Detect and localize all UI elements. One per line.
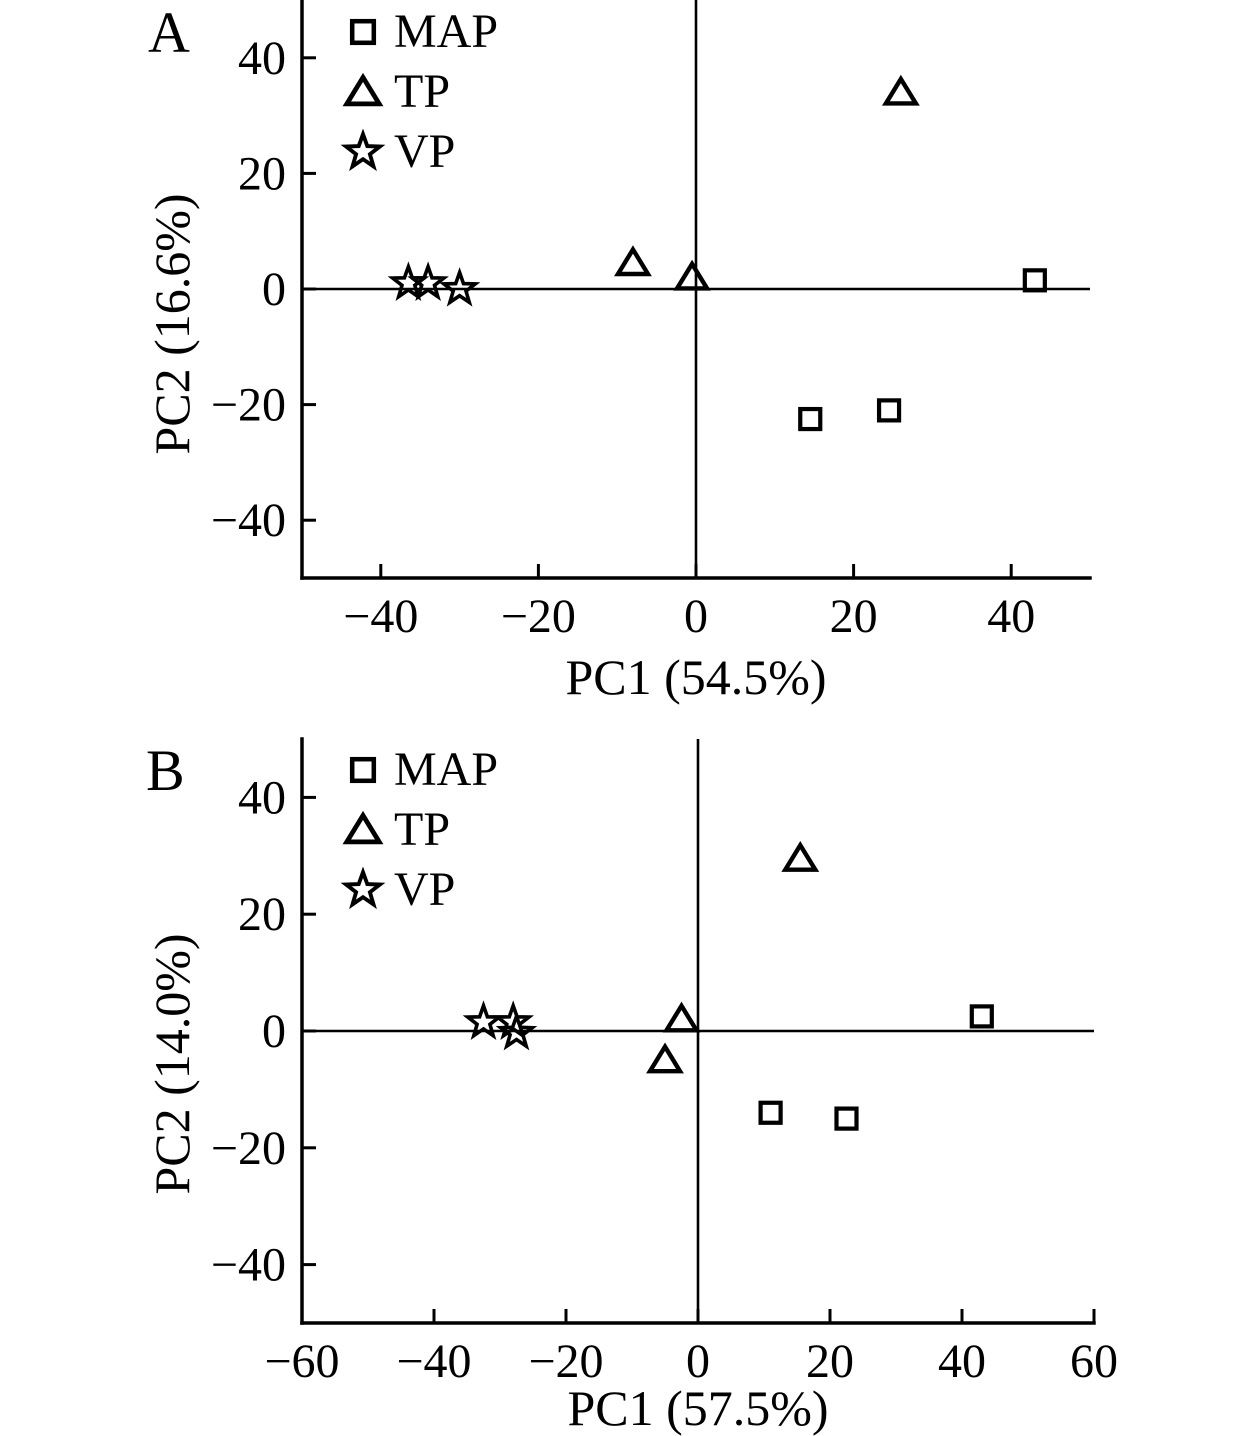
panel-a-y-axis-label: PC2 (16.6%) <box>144 193 200 455</box>
panel-A-y-tick-label: 40 <box>238 32 286 85</box>
legend-item-vp: VP <box>340 860 498 920</box>
panel-B-x-tick-label: 60 <box>1070 1335 1118 1388</box>
tp-marker <box>881 74 920 106</box>
panel-B-y-tick-label: −40 <box>211 1239 286 1292</box>
vp-marker <box>495 1010 538 1051</box>
panel-B-x-tick-label: 20 <box>806 1335 854 1388</box>
panel-A-x-tick-label: −40 <box>343 590 418 643</box>
panel-B-y-tick-label: 20 <box>238 888 286 941</box>
legend-item-map: MAP <box>340 740 498 800</box>
panel-A-x-tick-label: −20 <box>501 590 576 643</box>
panel-B-x-tick-label: −60 <box>264 1335 339 1388</box>
tp-marker <box>646 1042 684 1074</box>
panel-A-y-tick-label: −20 <box>211 379 286 432</box>
square-legend-icon <box>349 18 377 46</box>
panel-B-x-tick-label: 0 <box>686 1335 710 1388</box>
star-legend-glyph <box>340 867 386 910</box>
tp-marker <box>662 1001 701 1033</box>
panel-A-x-tick-label: 20 <box>830 590 878 643</box>
legend-panel-a: MAP TP VP <box>340 2 498 182</box>
legend-label-map: MAP <box>394 5 499 58</box>
square-legend-icon <box>349 756 377 784</box>
star-legend-glyph <box>340 129 386 172</box>
triangle-legend-icon <box>342 72 384 107</box>
triangle-legend-glyph <box>342 72 384 107</box>
legend-label-tp: TP <box>394 65 451 118</box>
map-marker <box>798 406 823 432</box>
legend-label-tp: TP <box>394 803 451 856</box>
panel-b-y-axis-label: PC2 (14.0%) <box>144 933 200 1195</box>
panel-b-x-axis-label: PC1 (57.5%) <box>567 1380 829 1436</box>
legend-item-tp: TP <box>340 62 498 122</box>
legend-label-vp: VP <box>394 125 456 178</box>
legend-label-vp: VP <box>394 863 456 916</box>
legend-item-map: MAP <box>340 2 498 62</box>
square-legend-glyph <box>349 18 377 46</box>
panel-b-letter: B <box>146 738 185 803</box>
triangle-legend-glyph <box>342 810 384 845</box>
star-legend-icon <box>340 867 386 910</box>
tp-marker <box>781 841 820 872</box>
panel-A-y-tick-label: −40 <box>211 494 286 547</box>
square-legend-glyph <box>349 756 377 784</box>
panel-B-x-tick-label: −40 <box>396 1335 471 1388</box>
star-legend-icon <box>340 129 386 172</box>
panel-B-y-tick-label: 40 <box>238 771 286 824</box>
legend-panel-b: MAP TP VP <box>340 740 498 920</box>
legend-item-tp: TP <box>340 800 498 860</box>
vp-marker <box>438 267 481 307</box>
map-marker <box>1022 268 1047 293</box>
panel-a-letter: A <box>148 0 190 65</box>
panel-A-y-tick-label: 20 <box>238 147 286 200</box>
panel-A-y-tick-label: 0 <box>262 263 286 316</box>
vp-marker <box>407 261 449 301</box>
tp-marker <box>673 259 711 291</box>
tp-marker <box>614 245 652 277</box>
map-marker <box>758 1100 783 1125</box>
triangle-legend-icon <box>342 810 384 845</box>
legend-label-map: MAP <box>394 743 499 796</box>
panel-B-x-tick-label: 40 <box>938 1335 986 1388</box>
legend-item-vp: VP <box>340 122 498 182</box>
panel-A-x-tick-label: 40 <box>987 590 1035 643</box>
panel-B-y-tick-label: −20 <box>211 1122 286 1175</box>
panel-A-x-tick-label: 0 <box>684 590 708 643</box>
map-marker <box>834 1106 859 1131</box>
map-marker <box>969 1004 994 1029</box>
panel-a-x-axis-label: PC1 (54.5%) <box>565 649 827 705</box>
panel-B-x-tick-label: −20 <box>528 1335 603 1388</box>
panel-B-y-tick-label: 0 <box>262 1005 286 1058</box>
map-marker <box>876 398 902 423</box>
